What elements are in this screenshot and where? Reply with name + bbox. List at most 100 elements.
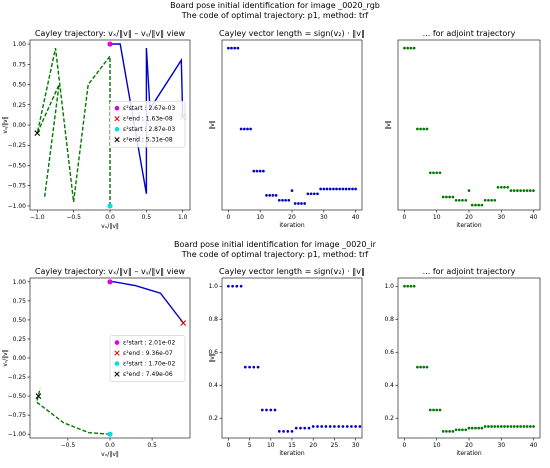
trajectory-marker [107, 431, 113, 437]
data-point [260, 408, 264, 412]
y-tick-label: 0.00 [13, 355, 27, 362]
chart-panel-4: Cayley trajectory: vₓ/‖v‖ – vᵧ/‖v‖ view −… [2, 267, 191, 458]
y-tick-label: 1.0 [208, 283, 218, 290]
data-point [255, 169, 259, 173]
data-point [303, 426, 307, 430]
data-point [333, 425, 336, 428]
data-point [457, 198, 461, 202]
data-point [294, 426, 298, 430]
data-point [290, 189, 294, 192]
data-point [252, 365, 256, 369]
data-point [227, 284, 230, 288]
data-point [235, 284, 239, 288]
x-tick-label: 10 [267, 442, 275, 449]
y-tick-label: 0.4 [208, 382, 218, 389]
x-tick-label: 1.0 [178, 214, 188, 221]
x-tick-label: 0.5 [142, 214, 152, 221]
y-tick-label: 1.00 [13, 41, 27, 48]
data-point [483, 425, 487, 428]
y-tick-label: −1.00 [8, 203, 27, 210]
data-point [311, 425, 315, 428]
y-tick-label: −0.25 [8, 374, 27, 381]
trajectory-end-marker [34, 130, 41, 136]
x-tick-label: 10 [433, 442, 441, 449]
x-tick-label: −1.0 [30, 214, 45, 221]
x-axis-label: vₓ/‖v‖ [101, 223, 119, 230]
x-tick-label: 20 [465, 214, 473, 221]
data-point [319, 187, 322, 191]
trajectory-marker [107, 279, 113, 285]
data-point [448, 195, 451, 199]
marker-stroke [34, 130, 41, 136]
y-tick-label: 0.6 [208, 349, 218, 356]
data-point [435, 408, 439, 412]
data-point [525, 425, 529, 428]
data-point [522, 425, 526, 428]
x-tick-label: 10 [433, 214, 441, 221]
data-point [480, 203, 484, 207]
y-tick-label: 0.25 [13, 102, 27, 109]
data-point [419, 127, 422, 131]
data-point [467, 426, 471, 430]
legend-label: ε²start : 2.67e-03 [123, 105, 175, 112]
legend-label: ε²start : 2.87e-03 [123, 126, 175, 133]
data-point [265, 194, 268, 197]
data-point [354, 425, 357, 428]
x-tick-label: 0 [226, 442, 230, 449]
data-point [248, 365, 251, 369]
data-point [316, 425, 319, 428]
data-point [503, 185, 506, 189]
x-tick-label: 20 [309, 442, 317, 449]
data-point [416, 127, 419, 131]
data-point [441, 430, 445, 433]
data-point [351, 187, 354, 191]
y-tick-label: 0.25 [13, 336, 27, 343]
x-tick-label: 0 [403, 214, 407, 221]
data-point [438, 171, 442, 175]
panel-title: ... for adjoint trajectory [423, 29, 516, 38]
data-point [477, 203, 481, 207]
data-point [324, 425, 328, 428]
data-point [309, 192, 313, 196]
x-tick-label: 40 [352, 214, 360, 221]
x-tick-label: 5 [248, 442, 252, 449]
data-point [274, 194, 278, 197]
y-tick-label: 1.00 [13, 279, 27, 286]
data-point [230, 46, 233, 50]
x-tick-label: 0.5 [147, 442, 157, 449]
x-axis-label: vₓ/‖v‖ [101, 451, 119, 458]
legend-marker [114, 350, 120, 356]
data-point [338, 187, 342, 191]
data-point [454, 428, 458, 432]
data-point [428, 171, 432, 175]
data-point [519, 425, 522, 428]
legend-label: ε²end : 7.49e-06 [123, 371, 173, 378]
data-point [265, 408, 268, 412]
x-tick-label: 30 [352, 442, 360, 449]
chart-panel-3: ... for adjoint trajectory 0 10 20 30 40 itera… [385, 29, 541, 229]
data-point [428, 408, 432, 412]
data-point [286, 430, 290, 433]
data-point [303, 202, 307, 205]
y-tick-label: 0.8 [208, 316, 218, 323]
data-point [297, 202, 300, 205]
trajectory-line [110, 43, 184, 194]
data-point [337, 425, 341, 428]
data-point [435, 171, 439, 175]
data-point [258, 169, 262, 173]
data-point [332, 187, 335, 191]
x-tick-label: 20 [465, 442, 473, 449]
y-tick-label: −0.50 [8, 162, 27, 169]
data-point [506, 425, 510, 428]
data-point [231, 284, 234, 288]
data-point [320, 425, 324, 428]
chart-panel-6: ... for adjoint trajectory 0 10 20 30 40 0.2 0.… [384, 267, 541, 457]
data-point [490, 425, 493, 428]
data-point [277, 198, 281, 202]
data-point [451, 430, 455, 433]
data-point [493, 425, 497, 428]
data-point [403, 284, 406, 288]
data-point [519, 189, 522, 192]
data-point [528, 425, 532, 428]
